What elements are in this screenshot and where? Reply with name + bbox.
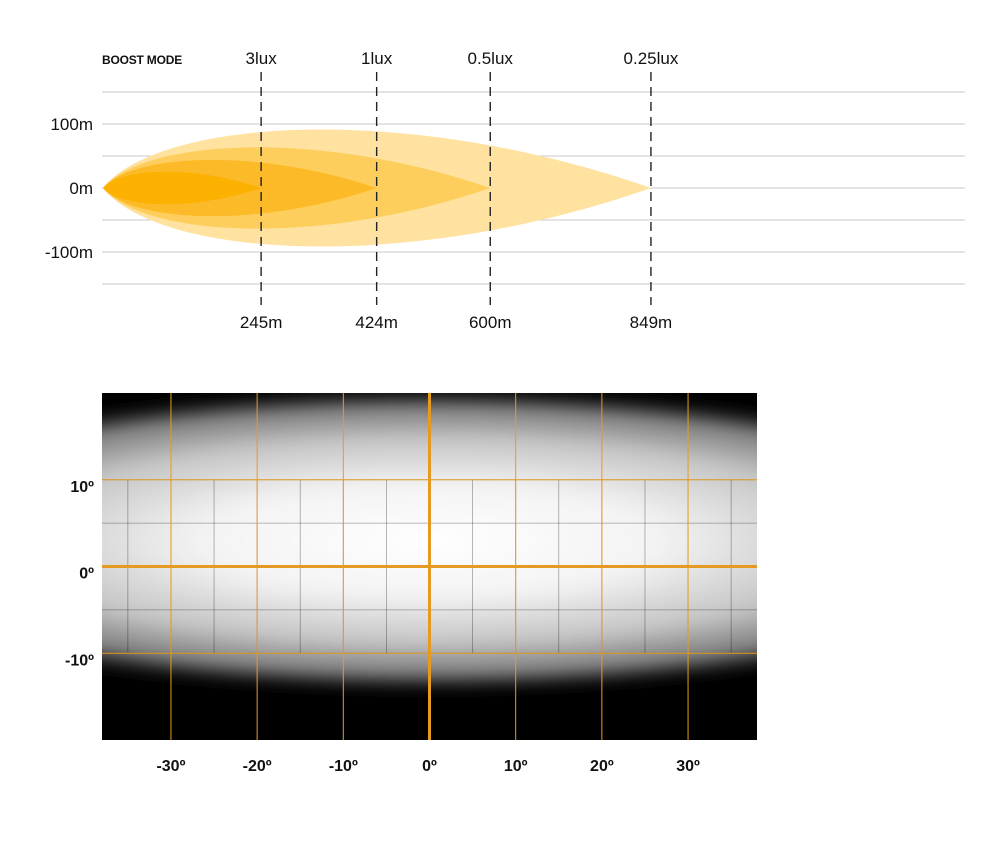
distance-label: 600m — [469, 313, 512, 332]
lux-markers: 0.25lux 849m 0.5lux 600m 1lux 424m 3lux 245m — [240, 49, 679, 332]
major-gridlines — [102, 393, 757, 740]
x-tick-label: -30º — [156, 758, 185, 775]
x-tick-label: 20º — [590, 758, 614, 775]
lux-label: 1lux — [361, 49, 393, 68]
beam-3lux — [103, 171, 262, 205]
y-tick-label: 0m — [69, 179, 93, 198]
y-tick-label: 10º — [70, 479, 94, 496]
chart-title: BOOST MODE — [102, 53, 182, 67]
y-tick-label: 100m — [50, 115, 93, 134]
beam-profiles — [103, 129, 651, 247]
x-tick-label: 10º — [504, 758, 528, 775]
lux-label: 0.25lux — [624, 49, 679, 68]
y-axis-labels: 100m 0m -100m — [45, 115, 93, 262]
x-tick-label: -20º — [243, 758, 272, 775]
y-tick-label: -10º — [65, 652, 94, 669]
x-tick-label: -10º — [329, 758, 358, 775]
y-tick-label: -100m — [45, 243, 93, 262]
lux-label: 0.5lux — [468, 49, 514, 68]
lux-label: 3lux — [246, 49, 278, 68]
x-tick-label: 0º — [422, 758, 437, 775]
isolux-chart: BOOST MODE 0.25lux 849m 0.5lux 600m 1lux 424m… — [45, 49, 965, 332]
distance-label: 245m — [240, 313, 283, 332]
distance-label: 424m — [355, 313, 398, 332]
beam-pattern-heatmap: -30º -20º -10º 0º 10º 20º 30º 10º 0º -10º — [65, 393, 757, 775]
x-tick-label: 30º — [676, 758, 700, 775]
distance-label: 849m — [630, 313, 673, 332]
y-tick-label: 0º — [79, 566, 94, 583]
heatmap-axis-labels: -30º -20º -10º 0º 10º 20º 30º 10º 0º -10º — [65, 479, 700, 775]
beam-glow — [102, 393, 757, 697]
